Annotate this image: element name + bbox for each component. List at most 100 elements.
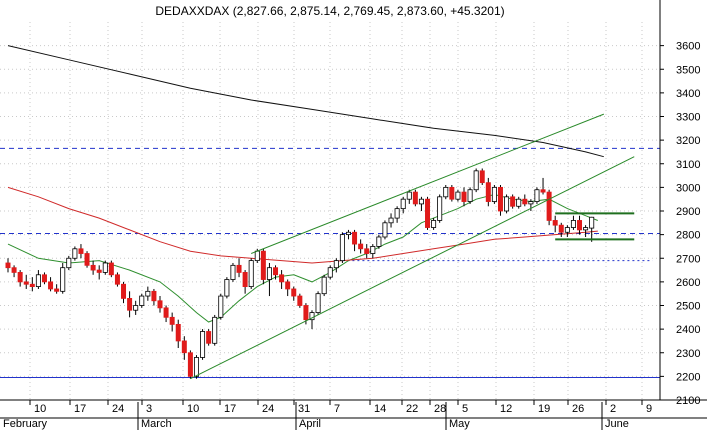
candle-body [425, 198, 431, 228]
candle-body [467, 189, 473, 202]
candle-body [382, 222, 388, 238]
candle-body [516, 198, 522, 207]
candle-body [473, 170, 479, 191]
y-tick-label: 3600 [676, 41, 700, 53]
candle-body [41, 274, 47, 283]
month-label: March [141, 418, 172, 430]
candle-body [90, 264, 96, 271]
x-tick-label: 19 [538, 403, 550, 415]
candle-body [570, 220, 576, 228]
moving-average-line [7, 45, 604, 158]
x-tick-label: 14 [374, 403, 386, 415]
candle-body [552, 220, 558, 226]
candle-body [35, 274, 41, 288]
candle-body [96, 269, 102, 273]
y-tick-label: 2700 [676, 253, 700, 265]
y-tick-label: 2200 [676, 371, 700, 383]
candle-body [17, 272, 23, 283]
candle-body [169, 316, 175, 325]
candle-body [145, 290, 151, 297]
month-label: May [449, 418, 470, 430]
x-tick-label: 26 [572, 403, 584, 415]
candle-body [412, 191, 418, 205]
y-tick-label: 3400 [676, 88, 700, 100]
candle-body [315, 293, 321, 313]
candle-body [504, 196, 510, 212]
candle-body [449, 186, 455, 200]
candle-body [266, 267, 272, 280]
trendline [251, 113, 605, 254]
candle-body [400, 198, 406, 210]
candle-body [577, 220, 583, 231]
y-tick-label: 2400 [676, 324, 700, 336]
candle-body [175, 323, 181, 342]
x-tick-label: 24 [112, 403, 124, 415]
candle-body [455, 191, 461, 200]
x-tick-label: 10 [34, 403, 46, 415]
x-tick-label: 3 [146, 403, 152, 415]
indicator-lines [0, 45, 660, 379]
y-tick-label: 3100 [676, 159, 700, 171]
candle-body [485, 182, 491, 202]
month-label: April [299, 418, 321, 430]
candle-body [297, 295, 303, 306]
y-tick-label: 3300 [676, 112, 700, 124]
candle-body [181, 340, 187, 354]
candle-body [491, 186, 497, 202]
x-tick-label: 2 [610, 403, 616, 415]
candle-body [345, 231, 351, 236]
candle-body [48, 281, 54, 290]
candle-body [376, 236, 382, 247]
x-tick-label: 24 [262, 403, 274, 415]
x-tick-label: 10 [187, 403, 199, 415]
moving-average-line [7, 186, 598, 264]
candle-body [218, 295, 224, 318]
candle-body [248, 260, 254, 287]
candle-body [54, 288, 60, 292]
x-tick-label: 7 [334, 403, 340, 415]
candle-body [84, 253, 90, 266]
candle-body [254, 250, 260, 262]
candle-body [364, 248, 370, 254]
y-tick-label: 2900 [676, 206, 700, 218]
candle-body [108, 262, 114, 276]
candle-body [479, 170, 485, 184]
candle-body [309, 312, 315, 321]
candle-body [461, 191, 467, 202]
candle-body [352, 231, 358, 245]
candle-body [394, 208, 400, 219]
candle-body [29, 283, 35, 287]
candle-body [5, 262, 11, 269]
candle-body [358, 243, 364, 250]
candle-body [236, 264, 242, 273]
candle-body [102, 262, 108, 273]
candle-body [157, 300, 163, 309]
month-label: February [3, 418, 48, 430]
candle-body [589, 216, 595, 229]
candle-body [193, 357, 199, 377]
candle-body [418, 198, 424, 205]
candle-body [279, 274, 285, 283]
x-tick-label: 9 [646, 403, 652, 415]
y-tick-label: 2300 [676, 348, 700, 360]
grid [0, 22, 660, 401]
x-tick-label: 17 [74, 403, 86, 415]
candle-body [437, 196, 443, 221]
candle-body [273, 267, 279, 276]
y-tick-label: 2800 [676, 230, 700, 242]
candle-body [303, 305, 309, 321]
x-tick-label: 5 [462, 403, 468, 415]
y-tick-label: 3500 [676, 64, 700, 76]
candle-body [534, 189, 540, 202]
candle-body [60, 267, 66, 292]
candle-body [114, 274, 120, 285]
month-label: June [605, 418, 629, 430]
chart-title: DEDAXXDAX (2,827.66, 2,875.14, 2,769.45,… [155, 4, 504, 18]
candle-body [540, 189, 546, 193]
candle-body [163, 307, 169, 318]
candle-body [522, 198, 528, 205]
y-tick-label: 3000 [676, 182, 700, 194]
